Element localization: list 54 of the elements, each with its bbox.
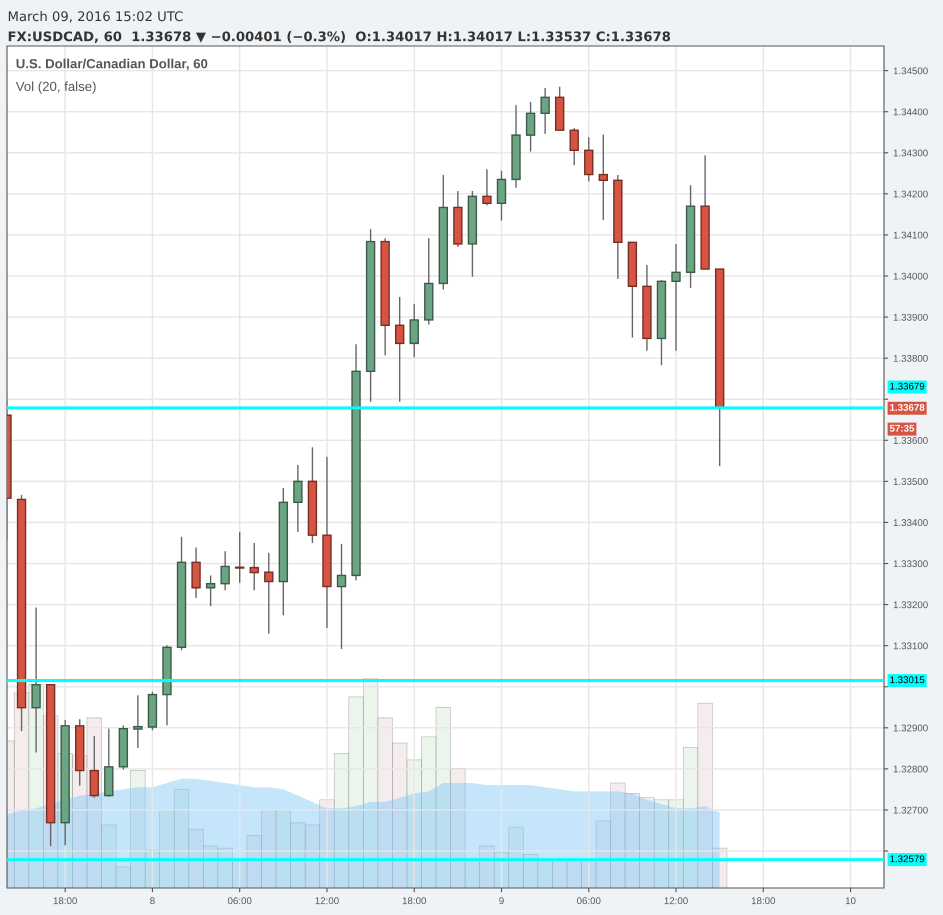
candlestick — [570, 127, 579, 166]
candlestick — [671, 243, 681, 352]
y-tick-label: 1.33500 — [894, 478, 928, 485]
candlestick — [336, 543, 346, 650]
text: FX:USDCAD, 60 1.33678 ▼ −0.00401 (−0.3%) O:1.34017 H:1.34017 L:1.33537 C:1.33678 — [8, 31, 670, 44]
x-tick-label: 18:00 — [752, 897, 776, 904]
x-tick-label: 12:00 — [664, 897, 688, 904]
y-tick-label: 1.34400 — [894, 108, 928, 116]
candlestick — [220, 550, 230, 591]
ref-line-label: 1.32579 — [890, 855, 924, 862]
candlestick — [496, 170, 506, 222]
ref-line-label: 1.33679 — [890, 382, 924, 390]
y-tick-label: 1.33100 — [894, 642, 928, 650]
candlestick — [133, 694, 143, 749]
text: 1.33678 — [890, 404, 924, 411]
y-tick-label: 1.34000 — [894, 272, 928, 280]
y-tick-label: 1.33800 — [894, 354, 928, 362]
ref-line-label: 1.33015 — [890, 676, 924, 684]
x-tick-label: 06:00 — [576, 897, 601, 904]
y-tick-label: 1.33900 — [894, 314, 928, 321]
candlestick — [598, 134, 608, 221]
candlestick — [293, 464, 303, 533]
x-tick-label: 8 — [150, 897, 155, 904]
y-tick-label: 1.33600 — [894, 437, 928, 444]
text: Vol (20, false) — [16, 81, 96, 94]
y-tick-label: 1.32700 — [894, 806, 928, 814]
text: 57:35 — [890, 424, 914, 432]
x-tick-label: 18:00 — [402, 897, 426, 904]
text: March 09, 2016 15:02 UTC — [8, 10, 183, 23]
y-tick-label: 1.33200 — [894, 601, 928, 608]
y-tick-label: 1.34100 — [894, 232, 928, 239]
y-tick-label: 1.32800 — [894, 766, 928, 773]
y-tick-label: 1.33400 — [894, 519, 928, 526]
x-tick-label: 06:00 — [228, 897, 252, 904]
y-tick-label: 1.34200 — [894, 190, 928, 198]
candlestick — [394, 296, 404, 402]
x-tick-label: 9 — [499, 897, 504, 904]
candlestick — [410, 303, 419, 358]
candlestick — [206, 574, 216, 607]
candlestick — [482, 168, 492, 206]
candlestick — [540, 87, 550, 135]
candlestick — [31, 606, 41, 754]
y-tick-label: 1.34500 — [894, 67, 928, 74]
x-tick-label: 12:00 — [316, 897, 339, 904]
candlestick — [526, 101, 536, 152]
y-tick-label: 1.33300 — [894, 560, 928, 568]
candlestick — [264, 552, 274, 634]
y-tick-label: 1.34300 — [894, 150, 928, 156]
y-tick-label: 1.32900 — [894, 724, 928, 732]
text: U.S. Dollar/Canadian Dollar, 60 — [16, 58, 208, 70]
x-tick-label: 18:00 — [54, 897, 77, 904]
candlestick — [235, 531, 244, 584]
x-tick-label: 10 — [846, 897, 856, 904]
candlestick — [250, 542, 259, 591]
